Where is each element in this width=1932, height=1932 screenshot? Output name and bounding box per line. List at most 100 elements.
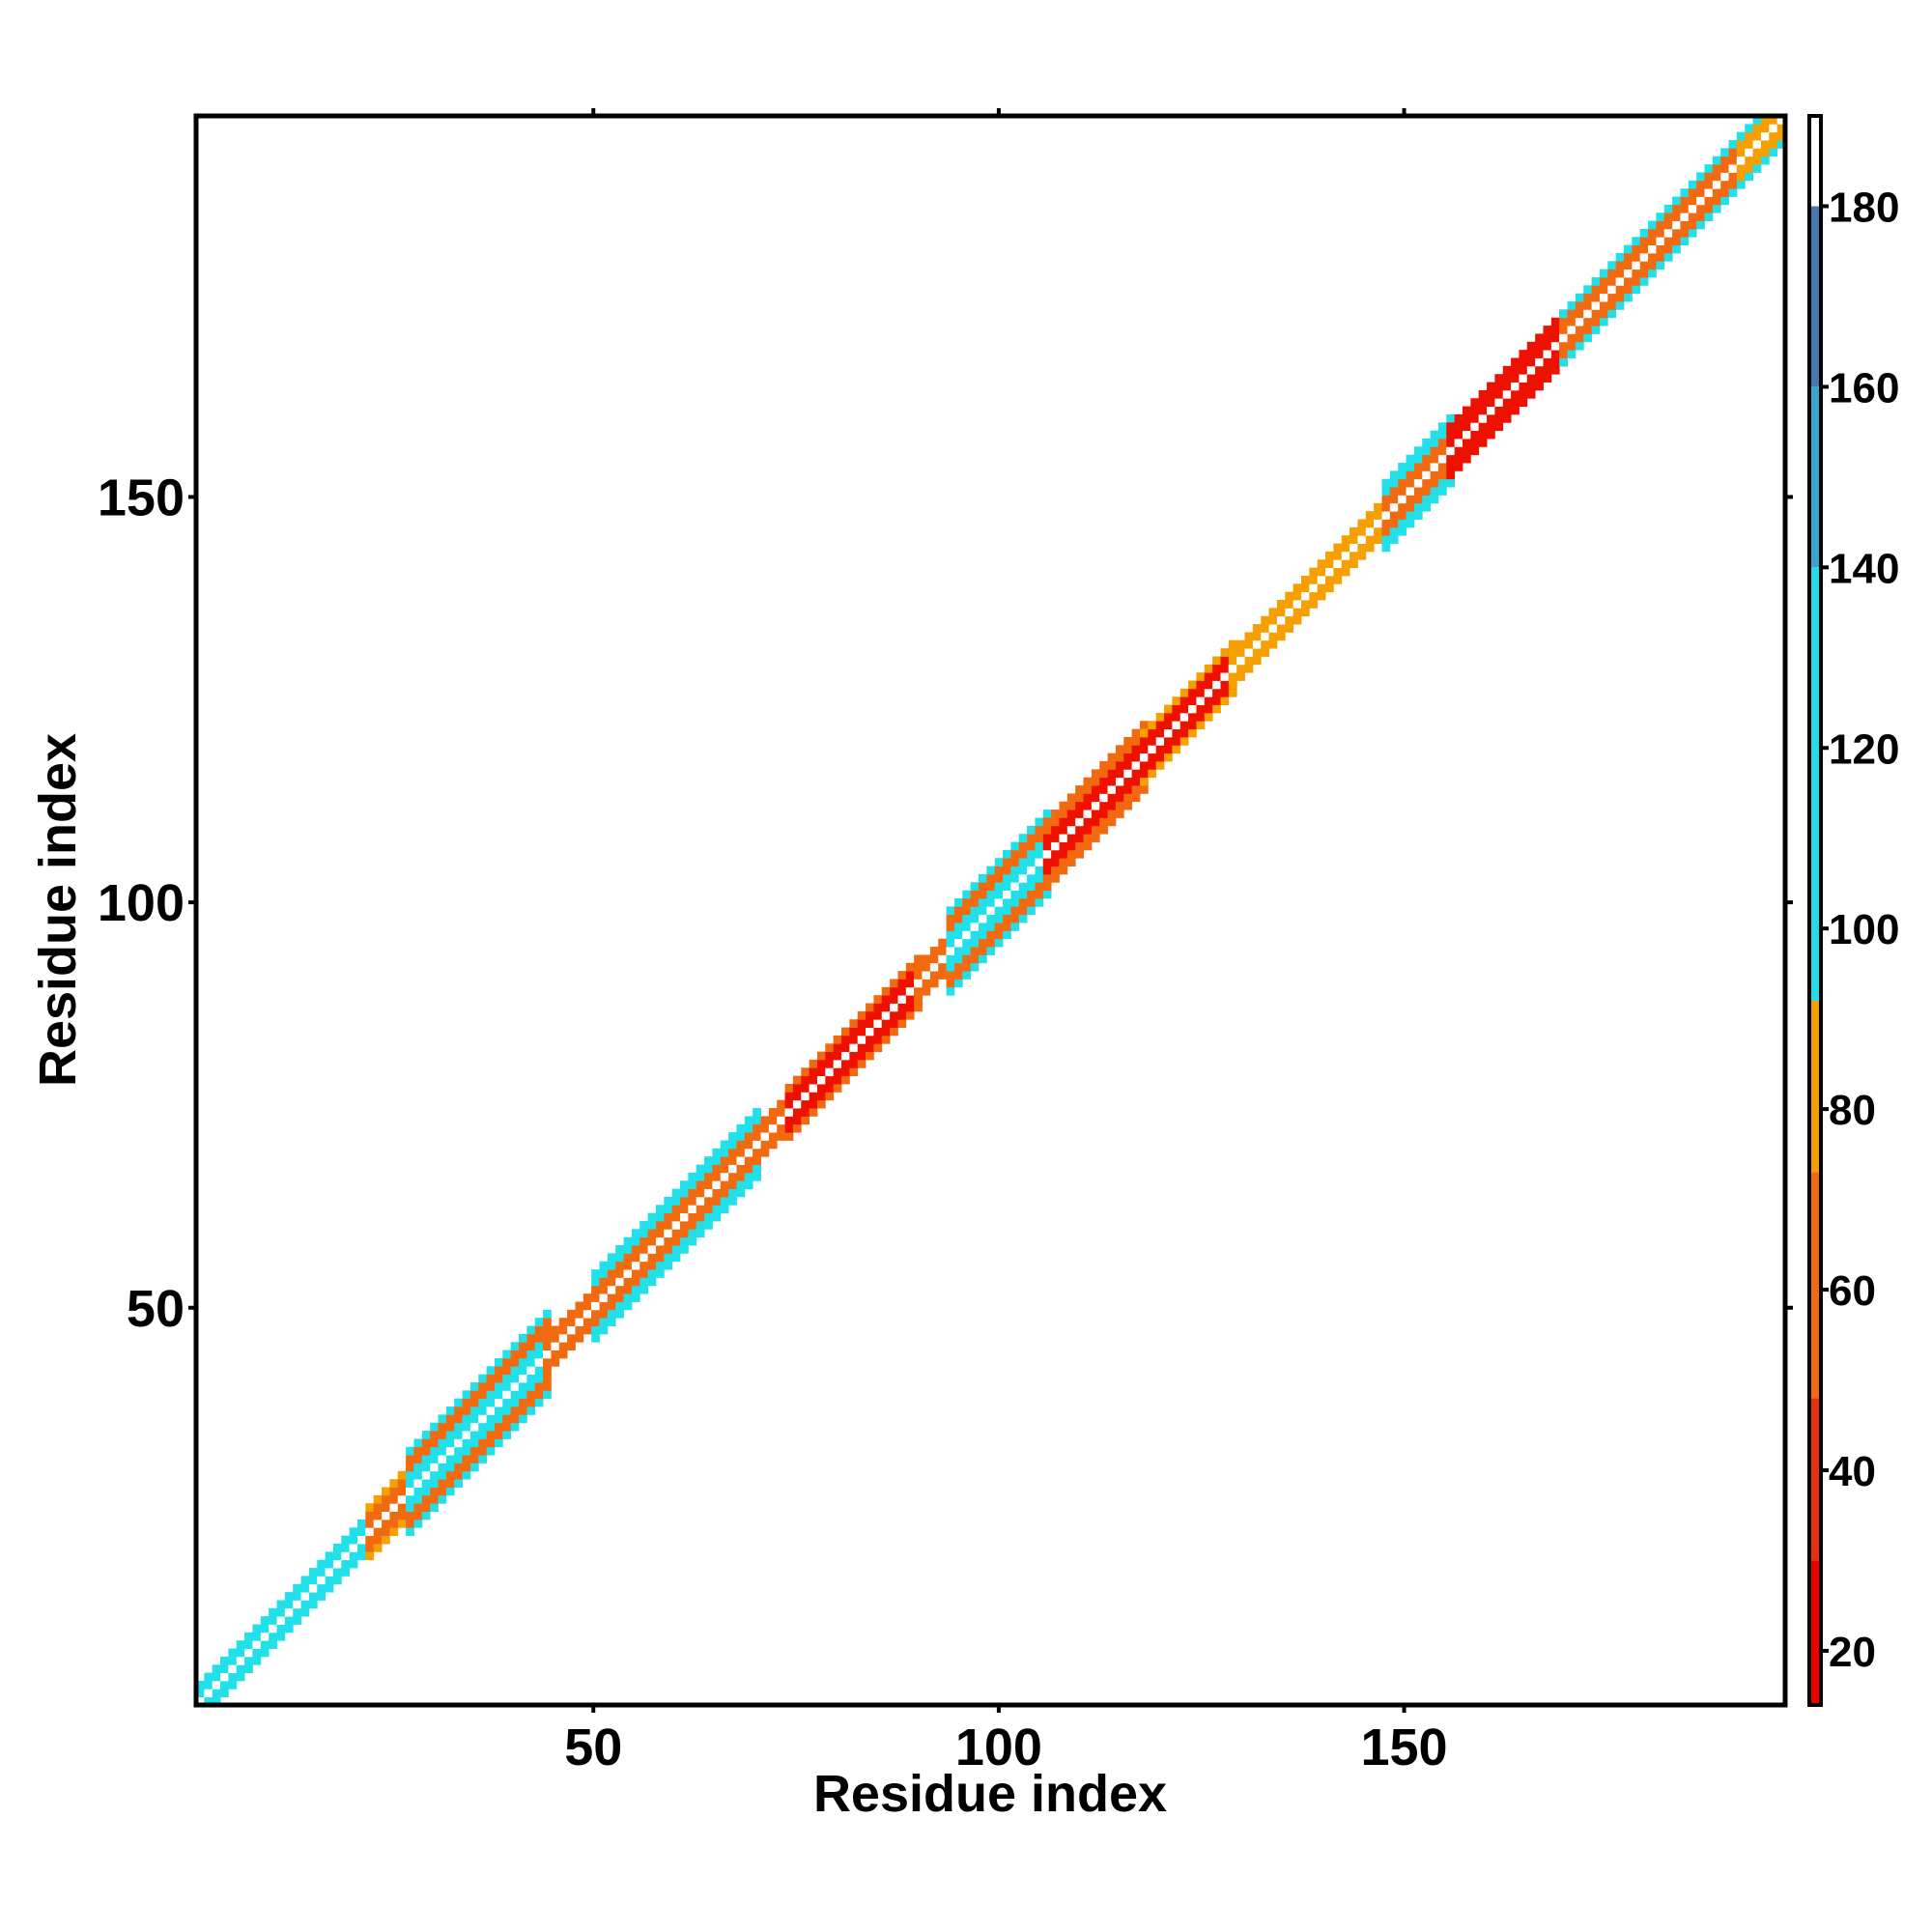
heatmap-cell xyxy=(1042,810,1052,818)
heatmap-cell xyxy=(1003,923,1011,931)
heatmap-cell xyxy=(1680,204,1690,213)
heatmap-cell xyxy=(857,1035,867,1044)
heatmap-cell xyxy=(1413,511,1423,520)
heatmap-cell xyxy=(833,1067,842,1077)
heatmap-cell xyxy=(1575,333,1584,343)
heatmap-cell xyxy=(534,1318,544,1326)
heatmap-cell xyxy=(784,1092,794,1101)
heatmap-cell xyxy=(438,1438,447,1448)
heatmap-cell xyxy=(986,866,996,875)
heatmap-cell xyxy=(1196,704,1206,714)
heatmap-cell xyxy=(454,1463,463,1472)
heatmap-cell xyxy=(269,1616,277,1625)
heatmap-cell xyxy=(1268,615,1278,625)
heatmap-cell xyxy=(1099,817,1108,827)
heatmap-cell xyxy=(1607,285,1617,295)
heatmap-cell xyxy=(349,1551,358,1561)
heatmap-cell xyxy=(953,947,963,955)
heatmap-cell xyxy=(1018,890,1028,899)
heatmap-cell xyxy=(1454,446,1463,456)
heatmap-cell xyxy=(519,1390,527,1400)
heatmap-cell xyxy=(438,1494,447,1504)
heatmap-cell xyxy=(1350,526,1358,536)
heatmap-cell xyxy=(1648,261,1657,270)
heatmap-cell xyxy=(591,1309,600,1319)
heatmap-cell xyxy=(1148,761,1157,770)
heatmap-cell xyxy=(1091,810,1100,818)
heatmap-cell xyxy=(519,1414,527,1424)
heatmap-cell xyxy=(1535,341,1544,351)
heatmap-cell xyxy=(413,1463,423,1472)
heatmap-cell xyxy=(1696,196,1705,206)
heatmap-cell xyxy=(567,1309,576,1319)
heatmap-cell xyxy=(1550,333,1560,343)
heatmap-cell xyxy=(720,1148,729,1157)
heatmap-cell xyxy=(816,1099,826,1109)
heatmap-cell xyxy=(389,1519,399,1528)
heatmap-cell xyxy=(365,1527,375,1537)
heatmap-cell xyxy=(1285,608,1294,617)
heatmap-cell xyxy=(469,1381,479,1391)
heatmap-cell xyxy=(1027,858,1036,867)
heatmap-cell xyxy=(510,1366,520,1376)
heatmap-cell xyxy=(744,1180,753,1189)
heatmap-cell xyxy=(1704,196,1714,206)
heatmap-cell xyxy=(1389,535,1399,544)
heatmap-cell xyxy=(994,906,1004,916)
heatmap-cell xyxy=(631,1277,640,1287)
heatmap-cell xyxy=(647,1277,657,1287)
heatmap-cell xyxy=(914,954,923,964)
heatmap-cell xyxy=(607,1293,616,1302)
heatmap-cell xyxy=(341,1535,351,1545)
heatmap-cell xyxy=(1760,131,1770,141)
heatmap-cell xyxy=(478,1414,488,1424)
heatmap-cell xyxy=(462,1422,471,1432)
heatmap-cell xyxy=(1010,858,1020,867)
heatmap-cell xyxy=(212,1696,221,1706)
heatmap-cell xyxy=(1003,897,1011,907)
heatmap-cell xyxy=(664,1245,673,1254)
heatmap-cell xyxy=(1639,261,1649,270)
x-axis-label: Residue index xyxy=(813,1765,1167,1823)
heatmap-cell xyxy=(1543,333,1552,343)
heatmap-cell xyxy=(1027,882,1036,892)
heatmap-cell xyxy=(664,1261,673,1270)
heatmap-cell xyxy=(1389,526,1399,536)
heatmap-cell xyxy=(1139,721,1149,730)
heatmap-cell xyxy=(833,1051,842,1061)
heatmap-cell xyxy=(1107,769,1117,779)
heatmap-cell xyxy=(1736,180,1746,189)
heatmap-cell xyxy=(623,1253,633,1263)
heatmap-cell xyxy=(1559,341,1568,351)
heatmap-cell xyxy=(543,1357,552,1367)
heatmap-cell xyxy=(986,897,996,907)
heatmap-cell xyxy=(1083,777,1093,786)
heatmap-cell xyxy=(494,1398,503,1407)
heatmap-cell xyxy=(204,1696,213,1706)
heatmap-cell xyxy=(438,1479,447,1488)
heatmap-cell xyxy=(1462,446,1471,456)
heatmap-cell xyxy=(1035,858,1044,867)
heatmap-cell xyxy=(1204,704,1213,714)
heatmap-cell xyxy=(469,1446,479,1456)
heatmap-cell xyxy=(1091,817,1100,827)
heatmap-cell xyxy=(1042,834,1052,842)
heatmap-cell xyxy=(1462,413,1471,423)
heatmap-cell xyxy=(421,1479,431,1488)
heatmap-cell xyxy=(276,1632,286,1641)
heatmap-cell xyxy=(953,971,963,980)
heatmap-cell xyxy=(1680,196,1690,206)
heatmap-cell xyxy=(1406,470,1415,480)
heatmap-cell xyxy=(478,1446,488,1456)
heatmap-cell xyxy=(1381,535,1391,544)
heatmap-cell xyxy=(1526,389,1536,399)
heatmap-cell xyxy=(365,1535,375,1545)
heatmap-cell xyxy=(357,1527,366,1537)
heatmap-cell xyxy=(1131,753,1141,762)
heatmap-cell xyxy=(308,1592,318,1601)
heatmap-cell xyxy=(792,1108,802,1117)
heatmap-cell xyxy=(1639,269,1649,278)
colorbar-tick-label: 140 xyxy=(1829,545,1899,592)
heatmap-cell xyxy=(1075,801,1084,810)
heatmap-cell xyxy=(1519,365,1528,375)
